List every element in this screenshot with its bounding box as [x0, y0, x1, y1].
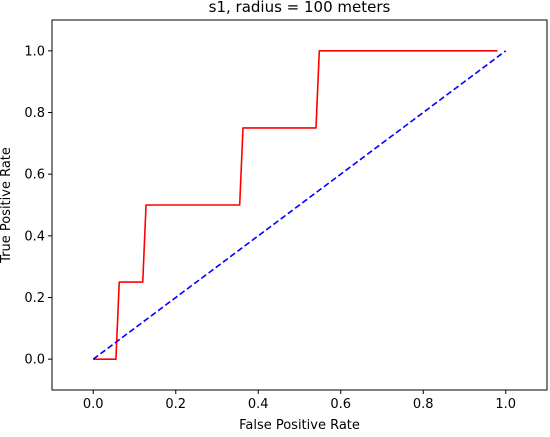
series-layer	[92, 50, 507, 360]
x-tick-label: 0.4	[248, 397, 269, 412]
x-tick-label: 0.2	[165, 397, 186, 412]
y-axis: 0.0 0.2 0.4 0.6 0.8 1.0	[24, 44, 52, 368]
x-axis-label: False Positive Rate	[239, 418, 360, 433]
x-tick-label: 0.0	[83, 397, 104, 412]
y-tick-label: 0.6	[24, 168, 45, 183]
y-tick-label: 0.4	[24, 229, 45, 244]
y-tick-label: 0.8	[24, 106, 45, 121]
y-axis-label: True Positive Rate	[0, 147, 14, 264]
x-tick-label: 0.6	[330, 397, 351, 412]
chart-title: s1, radius = 100 meters	[209, 0, 391, 16]
y-tick-label: 0.0	[24, 353, 45, 368]
y-tick-label: 0.2	[24, 291, 45, 306]
x-tick-label: 0.8	[413, 397, 434, 412]
x-axis: 0.0 0.2 0.4 0.6 0.8 1.0	[83, 390, 516, 412]
y-tick-label: 1.0	[24, 44, 45, 59]
x-tick-label: 1.0	[495, 397, 516, 412]
diagonal-reference-line	[92, 50, 507, 360]
plot-frame	[51, 19, 548, 391]
roc-curve-line	[93, 50, 498, 360]
